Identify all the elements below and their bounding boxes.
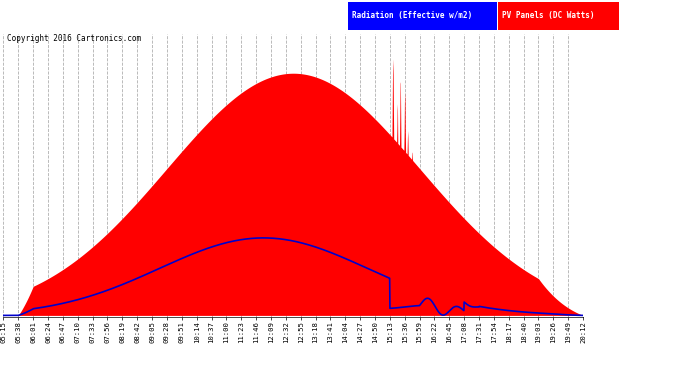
Text: Radiation (Effective w/m2): Radiation (Effective w/m2): [352, 12, 472, 20]
Text: Copyright 2016 Cartronics.com: Copyright 2016 Cartronics.com: [7, 34, 141, 43]
Text: Total PV Power & Effective Solar Radiation Fri Jun 24 20:35: Total PV Power & Effective Solar Radiati…: [109, 8, 581, 21]
Text: PV Panels (DC Watts): PV Panels (DC Watts): [502, 12, 594, 20]
